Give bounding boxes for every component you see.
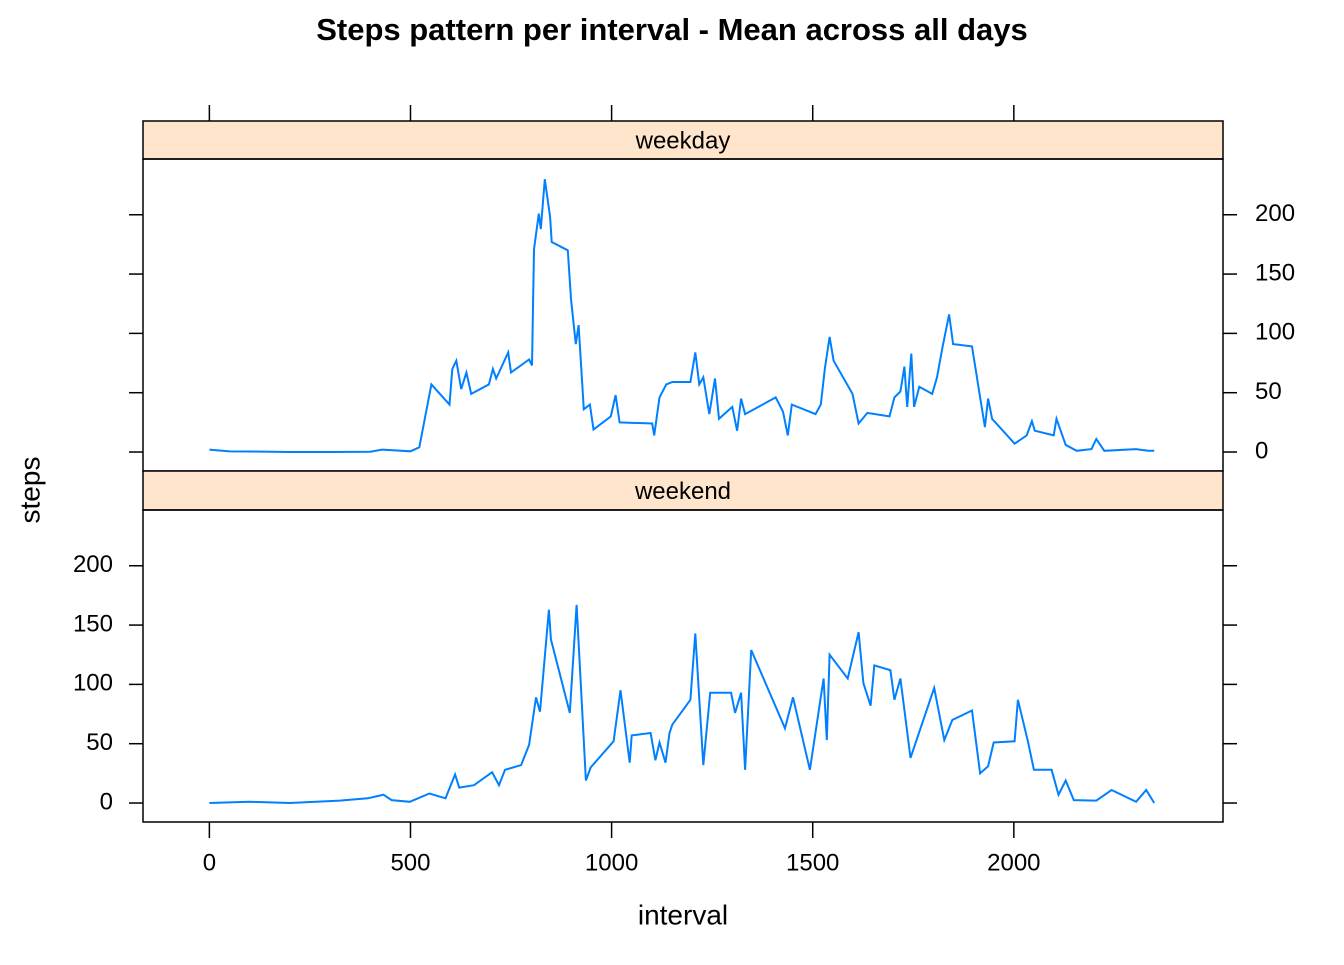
y-tick-label: 150 [1255,259,1295,286]
strip-label: weekend [634,478,731,505]
x-tick-label: 1500 [786,849,839,876]
line [209,179,1155,453]
y-tick-label: 50 [1255,378,1282,405]
y-tick-label: 100 [1255,319,1295,346]
y-tick-label: 200 [1255,200,1295,227]
y-tick-label: 200 [73,551,113,578]
panel-frame [142,509,1224,823]
x-tick-label: 1000 [585,849,638,876]
strip-label: weekday [635,127,731,154]
y-tick-label: 100 [73,670,113,697]
chart-title: Steps pattern per interval - Mean across… [316,12,1028,47]
y-tick-label: 150 [73,610,113,637]
y-tick-label: 0 [1255,437,1268,464]
strip [142,470,1224,511]
y-axis-label: steps [14,457,45,524]
y-tick-label: 0 [100,788,113,815]
strip [142,120,1224,160]
line [209,604,1156,805]
x-tick-label: 2000 [987,849,1040,876]
y-tick-label: 50 [86,729,113,756]
x-tick-label: 500 [390,849,430,876]
panel-frame [142,158,1224,472]
x-axis-label: interval [638,899,728,930]
x-tick-label: 0 [203,849,216,876]
